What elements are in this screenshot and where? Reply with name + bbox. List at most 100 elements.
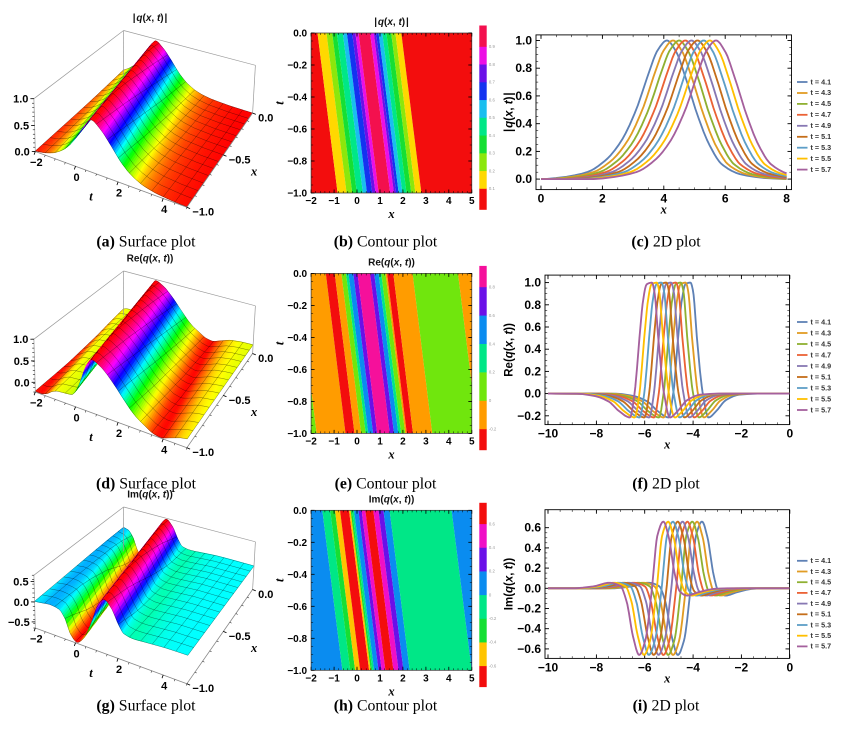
svg-text:−2: −2 xyxy=(305,196,317,207)
svg-text:2: 2 xyxy=(116,664,122,676)
svg-text:0.0: 0.0 xyxy=(524,387,541,401)
svg-text:−1.0: −1.0 xyxy=(192,683,214,695)
svg-text:-0.6: -0.6 xyxy=(489,663,497,668)
svg-text:1.0: 1.0 xyxy=(524,276,541,290)
svg-text:t = 4.1: t = 4.1 xyxy=(811,77,832,86)
svg-text:4: 4 xyxy=(446,673,452,684)
svg-text:1: 1 xyxy=(377,196,383,207)
svg-text:5: 5 xyxy=(469,196,475,207)
svg-text:0.1: 0.1 xyxy=(489,186,496,191)
svg-text:0.3: 0.3 xyxy=(489,151,496,156)
svg-text:t: t xyxy=(89,430,93,444)
svg-text:−6: −6 xyxy=(638,660,652,674)
svg-text:−1: −1 xyxy=(328,436,340,447)
svg-text:−1: −1 xyxy=(328,196,340,207)
svg-text:0: 0 xyxy=(538,192,545,206)
svg-text:t = 5.1: t = 5.1 xyxy=(811,372,832,381)
svg-text:(i) 2D plot: (i) 2D plot xyxy=(633,698,700,715)
svg-text:2: 2 xyxy=(116,428,122,440)
svg-text:x: x xyxy=(387,684,394,698)
svg-text:5: 5 xyxy=(469,673,475,684)
svg-text:−2: −2 xyxy=(735,427,749,441)
svg-text:−10: −10 xyxy=(538,660,559,674)
svg-text:−6: −6 xyxy=(638,427,652,441)
svg-text:t = 5.3: t = 5.3 xyxy=(811,143,832,152)
svg-text:−0.8: −0.8 xyxy=(287,397,307,408)
svg-text:5: 5 xyxy=(469,436,475,447)
svg-text:0: 0 xyxy=(73,648,79,660)
svg-text:t = 5.7: t = 5.7 xyxy=(811,642,832,651)
svg-text:t = 5.5: t = 5.5 xyxy=(811,394,832,403)
svg-text:−0.5: −0.5 xyxy=(8,617,30,629)
svg-text:t = 4.5: t = 4.5 xyxy=(811,339,832,348)
svg-text:0.5: 0.5 xyxy=(14,120,29,132)
svg-text:3: 3 xyxy=(423,673,429,684)
svg-text:t: t xyxy=(89,666,93,680)
svg-text:x: x xyxy=(250,165,257,179)
svg-text:(a) Surface plot: (a) Surface plot xyxy=(96,234,196,251)
svg-text:2: 2 xyxy=(116,187,122,199)
svg-text:0.4: 0.4 xyxy=(489,341,496,346)
svg-text:−0.5: −0.5 xyxy=(229,395,251,407)
svg-text:t = 4.7: t = 4.7 xyxy=(811,350,832,359)
svg-text:0.8: 0.8 xyxy=(524,298,541,312)
svg-text:Re(q(x, t)): Re(q(x, t)) xyxy=(504,323,516,377)
svg-text:−0.8: −0.8 xyxy=(287,634,307,645)
svg-text:−0.4: −0.4 xyxy=(287,93,307,104)
svg-text:−0.2: −0.2 xyxy=(517,409,541,423)
svg-text:−1.0: −1.0 xyxy=(192,447,214,459)
svg-text:−0.6: −0.6 xyxy=(517,642,541,656)
svg-text:1: 1 xyxy=(377,673,383,684)
svg-text:−8: −8 xyxy=(590,427,604,441)
svg-text:0.5: 0.5 xyxy=(13,577,28,589)
svg-text:4: 4 xyxy=(161,681,168,693)
svg-text:t = 5.7: t = 5.7 xyxy=(811,165,832,174)
svg-text:0.6: 0.6 xyxy=(524,521,541,535)
svg-text:8: 8 xyxy=(783,192,790,206)
svg-text:0.4: 0.4 xyxy=(524,342,541,356)
svg-text:−0.2: −0.2 xyxy=(517,602,541,616)
svg-text:Re(q(x, t)): Re(q(x, t)) xyxy=(368,257,415,268)
svg-text:x: x xyxy=(387,207,394,221)
svg-text:(e) Contour plot: (e) Contour plot xyxy=(335,476,437,493)
svg-text:x: x xyxy=(250,641,257,655)
svg-text:0: 0 xyxy=(354,673,360,684)
svg-text:x: x xyxy=(663,438,670,452)
svg-text:0.5: 0.5 xyxy=(489,115,496,120)
svg-text:3: 3 xyxy=(423,196,429,207)
svg-text:−0.5: −0.5 xyxy=(229,631,251,643)
svg-text:0.2: 0.2 xyxy=(515,144,532,158)
svg-text:t = 5.1: t = 5.1 xyxy=(811,610,832,619)
svg-text:4: 4 xyxy=(446,196,452,207)
svg-text:-0.4: -0.4 xyxy=(489,640,497,645)
svg-text:t = 4.3: t = 4.3 xyxy=(811,567,832,576)
svg-text:2: 2 xyxy=(400,436,406,447)
svg-text:−1.0: −1.0 xyxy=(192,207,214,219)
svg-text:| q(x, t) |: | q(x, t) | xyxy=(133,13,168,24)
svg-text:−0.5: −0.5 xyxy=(229,154,251,166)
svg-text:0.0: 0.0 xyxy=(293,29,307,40)
svg-text:0.6: 0.6 xyxy=(489,313,496,318)
svg-text:0.2: 0.2 xyxy=(524,561,541,575)
svg-text:0.2: 0.2 xyxy=(489,168,496,173)
svg-text:0.2: 0.2 xyxy=(489,569,496,574)
svg-text:t = 5.3: t = 5.3 xyxy=(811,620,832,629)
svg-text:t = 4.5: t = 4.5 xyxy=(811,99,832,108)
svg-text:0: 0 xyxy=(354,436,360,447)
svg-text:t = 4.7: t = 4.7 xyxy=(811,110,832,119)
svg-text:t = 4.9: t = 4.9 xyxy=(811,121,832,130)
svg-text:x: x xyxy=(663,672,670,686)
svg-text:(c) 2D plot: (c) 2D plot xyxy=(631,234,701,251)
svg-text:−1.0: −1.0 xyxy=(287,666,307,677)
svg-text:t: t xyxy=(273,341,287,345)
svg-text:t = 5.3: t = 5.3 xyxy=(811,383,832,392)
svg-text:Im(q(x, t)): Im(q(x, t)) xyxy=(369,494,415,505)
svg-text:6: 6 xyxy=(722,192,729,206)
svg-text:0.0: 0.0 xyxy=(258,589,273,601)
svg-text:-0.2: -0.2 xyxy=(489,427,497,432)
svg-text:−1.0: −1.0 xyxy=(287,429,307,440)
svg-text:1: 1 xyxy=(377,436,383,447)
svg-text:(d) Surface plot: (d) Surface plot xyxy=(96,476,197,493)
svg-text:−0.4: −0.4 xyxy=(287,333,307,344)
svg-text:Im(q(x, t)): Im(q(x, t)) xyxy=(504,558,516,611)
